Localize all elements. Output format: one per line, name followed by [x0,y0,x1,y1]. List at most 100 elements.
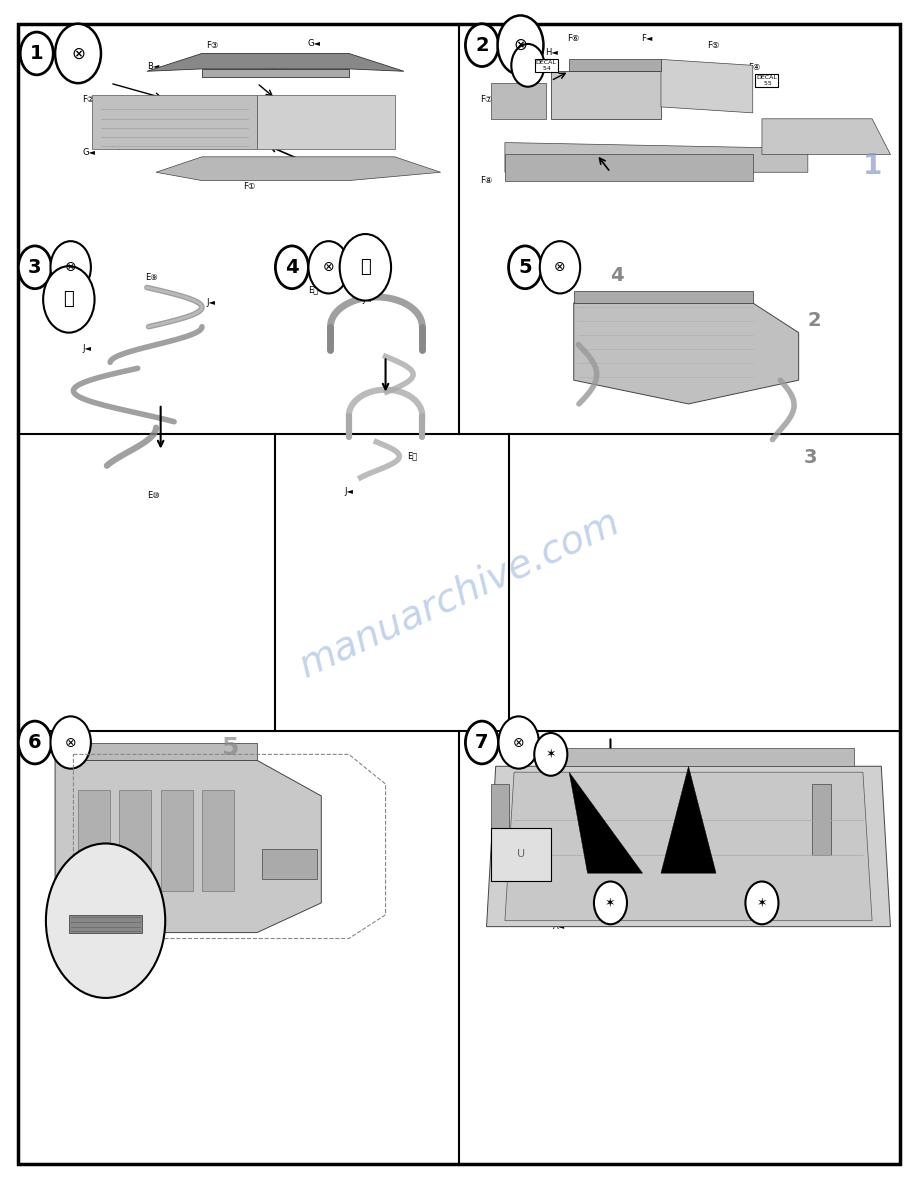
Text: G◄: G◄ [83,147,95,157]
Polygon shape [202,69,349,77]
Text: DECAL
 55: DECAL 55 [756,75,777,87]
Text: F⑥: F⑥ [567,33,579,43]
Text: D◄: D◄ [269,62,282,71]
Text: I◄: I◄ [666,61,675,70]
Text: E⑪: E⑪ [308,285,319,295]
Polygon shape [569,772,643,873]
Text: 3: 3 [803,448,817,467]
Text: F②: F② [83,95,95,105]
Polygon shape [262,849,317,879]
Text: G◄: G◄ [602,173,615,183]
Text: F④: F④ [748,63,760,72]
Circle shape [745,881,778,924]
Text: E⑫: E⑫ [408,451,418,461]
Text: F⑮: F⑮ [794,830,804,840]
Text: 🕑: 🕑 [360,258,371,277]
Text: ⊗: ⊗ [65,735,76,750]
Text: H◄: H◄ [765,124,778,133]
Text: 2: 2 [808,311,822,330]
Text: G◄: G◄ [312,164,325,173]
Polygon shape [505,154,753,181]
Polygon shape [762,119,890,154]
Text: J◄: J◄ [363,295,372,304]
Polygon shape [574,291,753,303]
Circle shape [465,24,498,67]
Circle shape [534,733,567,776]
Text: B◄: B◄ [147,62,159,71]
Polygon shape [69,915,142,933]
Text: 7: 7 [476,733,488,752]
FancyBboxPatch shape [161,790,193,891]
Polygon shape [505,772,872,921]
Polygon shape [574,303,799,404]
Text: F⑭: F⑭ [525,912,535,922]
Polygon shape [812,784,831,855]
Polygon shape [147,53,404,71]
Text: J◄: J◄ [207,298,216,308]
Text: H◄: H◄ [262,876,274,885]
Text: ✶: ✶ [545,748,556,760]
Text: F⑦: F⑦ [480,95,492,105]
Text: ⊗: ⊗ [513,36,528,55]
Polygon shape [569,59,661,71]
Text: G◄: G◄ [308,39,320,49]
Polygon shape [542,748,854,766]
Polygon shape [661,59,753,113]
Text: 5: 5 [519,258,532,277]
Text: manuarchive.com: manuarchive.com [293,503,625,685]
Text: 3: 3 [28,258,41,277]
Text: F⑯: F⑯ [551,797,561,807]
Circle shape [594,881,627,924]
Text: U: U [518,849,525,859]
Circle shape [55,24,101,83]
Circle shape [498,716,539,769]
Text: 6: 6 [28,733,41,752]
Circle shape [18,246,51,289]
Text: F◄: F◄ [641,33,652,43]
Polygon shape [505,143,808,172]
Text: ⊗: ⊗ [65,260,76,274]
Text: 4: 4 [610,266,624,285]
FancyBboxPatch shape [78,790,110,891]
Text: ✶: ✶ [605,897,616,909]
Text: 🕑: 🕑 [63,290,74,309]
Circle shape [308,241,349,293]
Text: ⊗: ⊗ [513,735,524,750]
FancyBboxPatch shape [18,24,900,1164]
Text: ⊗: ⊗ [71,44,85,63]
Circle shape [340,234,391,301]
Polygon shape [491,784,509,855]
Circle shape [50,241,91,293]
Text: ⊗: ⊗ [554,260,565,274]
Polygon shape [55,760,321,933]
FancyBboxPatch shape [491,828,551,881]
Circle shape [540,241,580,293]
Polygon shape [487,766,890,927]
Circle shape [46,843,165,998]
Text: E⑩: E⑩ [147,491,160,500]
Polygon shape [551,71,661,119]
Polygon shape [257,95,395,148]
Text: F⑤: F⑤ [707,40,719,50]
Text: 1: 1 [30,44,43,63]
Text: ⊗: ⊗ [323,260,334,274]
Text: A◄: A◄ [553,922,565,931]
Circle shape [50,716,91,769]
Text: 4: 4 [285,258,298,277]
Polygon shape [491,83,546,119]
Circle shape [20,32,53,75]
Text: 5: 5 [221,737,238,760]
Text: F⑰: F⑰ [672,753,682,763]
Circle shape [18,721,51,764]
Text: F①: F① [243,182,255,191]
Polygon shape [661,766,716,873]
Text: E⑬: E⑬ [262,847,272,857]
Text: H◄: H◄ [545,48,558,57]
Circle shape [43,266,95,333]
Circle shape [275,246,308,289]
Circle shape [498,15,543,75]
Text: J◄: J◄ [83,343,92,353]
Text: K◄: K◄ [523,829,535,839]
Text: K◄: K◄ [791,797,803,807]
Circle shape [465,721,498,764]
